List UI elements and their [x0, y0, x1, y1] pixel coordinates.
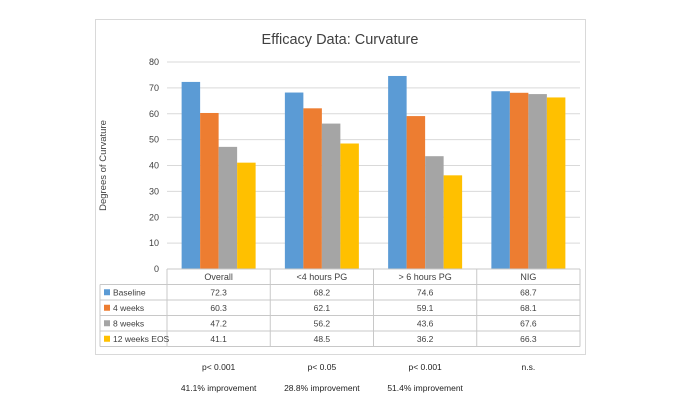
data-label: 36.2 — [417, 334, 434, 344]
data-label: 74.6 — [417, 287, 434, 297]
y-tick-label: 50 — [149, 135, 159, 145]
bar — [181, 81, 201, 269]
improvement-label: 28.8% improvement — [284, 383, 360, 393]
y-tick-label: 60 — [149, 109, 159, 119]
bar — [425, 156, 444, 269]
bar — [546, 97, 566, 269]
bar — [200, 112, 219, 269]
data-label: 47.2 — [210, 318, 227, 328]
legend-swatch — [104, 304, 110, 311]
pvalue-label: p< 0.001 — [201, 362, 236, 372]
data-label: 62.1 — [314, 303, 331, 313]
legend-swatch — [104, 320, 110, 327]
legend-label: Baseline — [113, 287, 146, 297]
category-label: Overall — [204, 272, 233, 282]
bar — [509, 92, 529, 269]
bar — [303, 108, 322, 269]
chart-title: Efficacy Data: Curvature — [262, 32, 419, 48]
legend-swatch — [104, 335, 110, 342]
legend-label: 8 weeks — [113, 318, 144, 328]
y-axis-label: Degrees of Curvature — [98, 120, 109, 211]
pvalue-label: p< 0.05 — [307, 362, 337, 372]
bar — [284, 92, 304, 269]
data-label: 72.3 — [210, 287, 227, 297]
legend-swatch — [104, 289, 110, 296]
bar — [218, 146, 238, 269]
y-tick-label: 10 — [149, 238, 159, 248]
y-tick-label: 20 — [149, 212, 159, 222]
data-label: 68.2 — [314, 287, 331, 297]
data-label: 48.5 — [314, 334, 331, 344]
category-label: <4 hours PG — [296, 272, 347, 282]
bar — [491, 91, 510, 270]
y-tick-label: 0 — [154, 264, 159, 274]
data-label: 66.3 — [520, 334, 537, 344]
bar — [406, 116, 426, 269]
bar — [321, 123, 341, 270]
data-label: 68.7 — [520, 287, 537, 297]
legend-label: 4 weeks — [113, 303, 144, 313]
bar — [388, 75, 407, 269]
y-tick-label: 40 — [149, 161, 159, 171]
data-label: 43.6 — [417, 318, 434, 328]
pvalue-label: n.s. — [521, 362, 536, 372]
pvalue-label: p< 0.001 — [408, 362, 442, 372]
y-tick-label: 30 — [149, 186, 159, 196]
data-label: 56.2 — [314, 318, 331, 328]
improvement-label: 51.4% improvement — [387, 383, 463, 393]
category-label: > 6 hours PG — [398, 272, 451, 282]
data-label: 59.1 — [417, 303, 434, 313]
improvement-label: 41.1% improvement — [180, 383, 257, 393]
bar — [528, 94, 547, 270]
legend-label: 12 weeks EOS — [113, 334, 170, 344]
data-label: 68.1 — [520, 303, 537, 313]
category-label: NIG — [520, 272, 536, 282]
data-label: 67.6 — [520, 318, 537, 328]
y-tick-label: 80 — [149, 57, 159, 67]
y-tick-label: 70 — [149, 83, 159, 93]
data-label: 41.1 — [210, 334, 227, 344]
bar — [340, 143, 359, 269]
bar — [237, 162, 256, 269]
data-label: 60.3 — [210, 303, 227, 313]
bar — [443, 175, 463, 269]
